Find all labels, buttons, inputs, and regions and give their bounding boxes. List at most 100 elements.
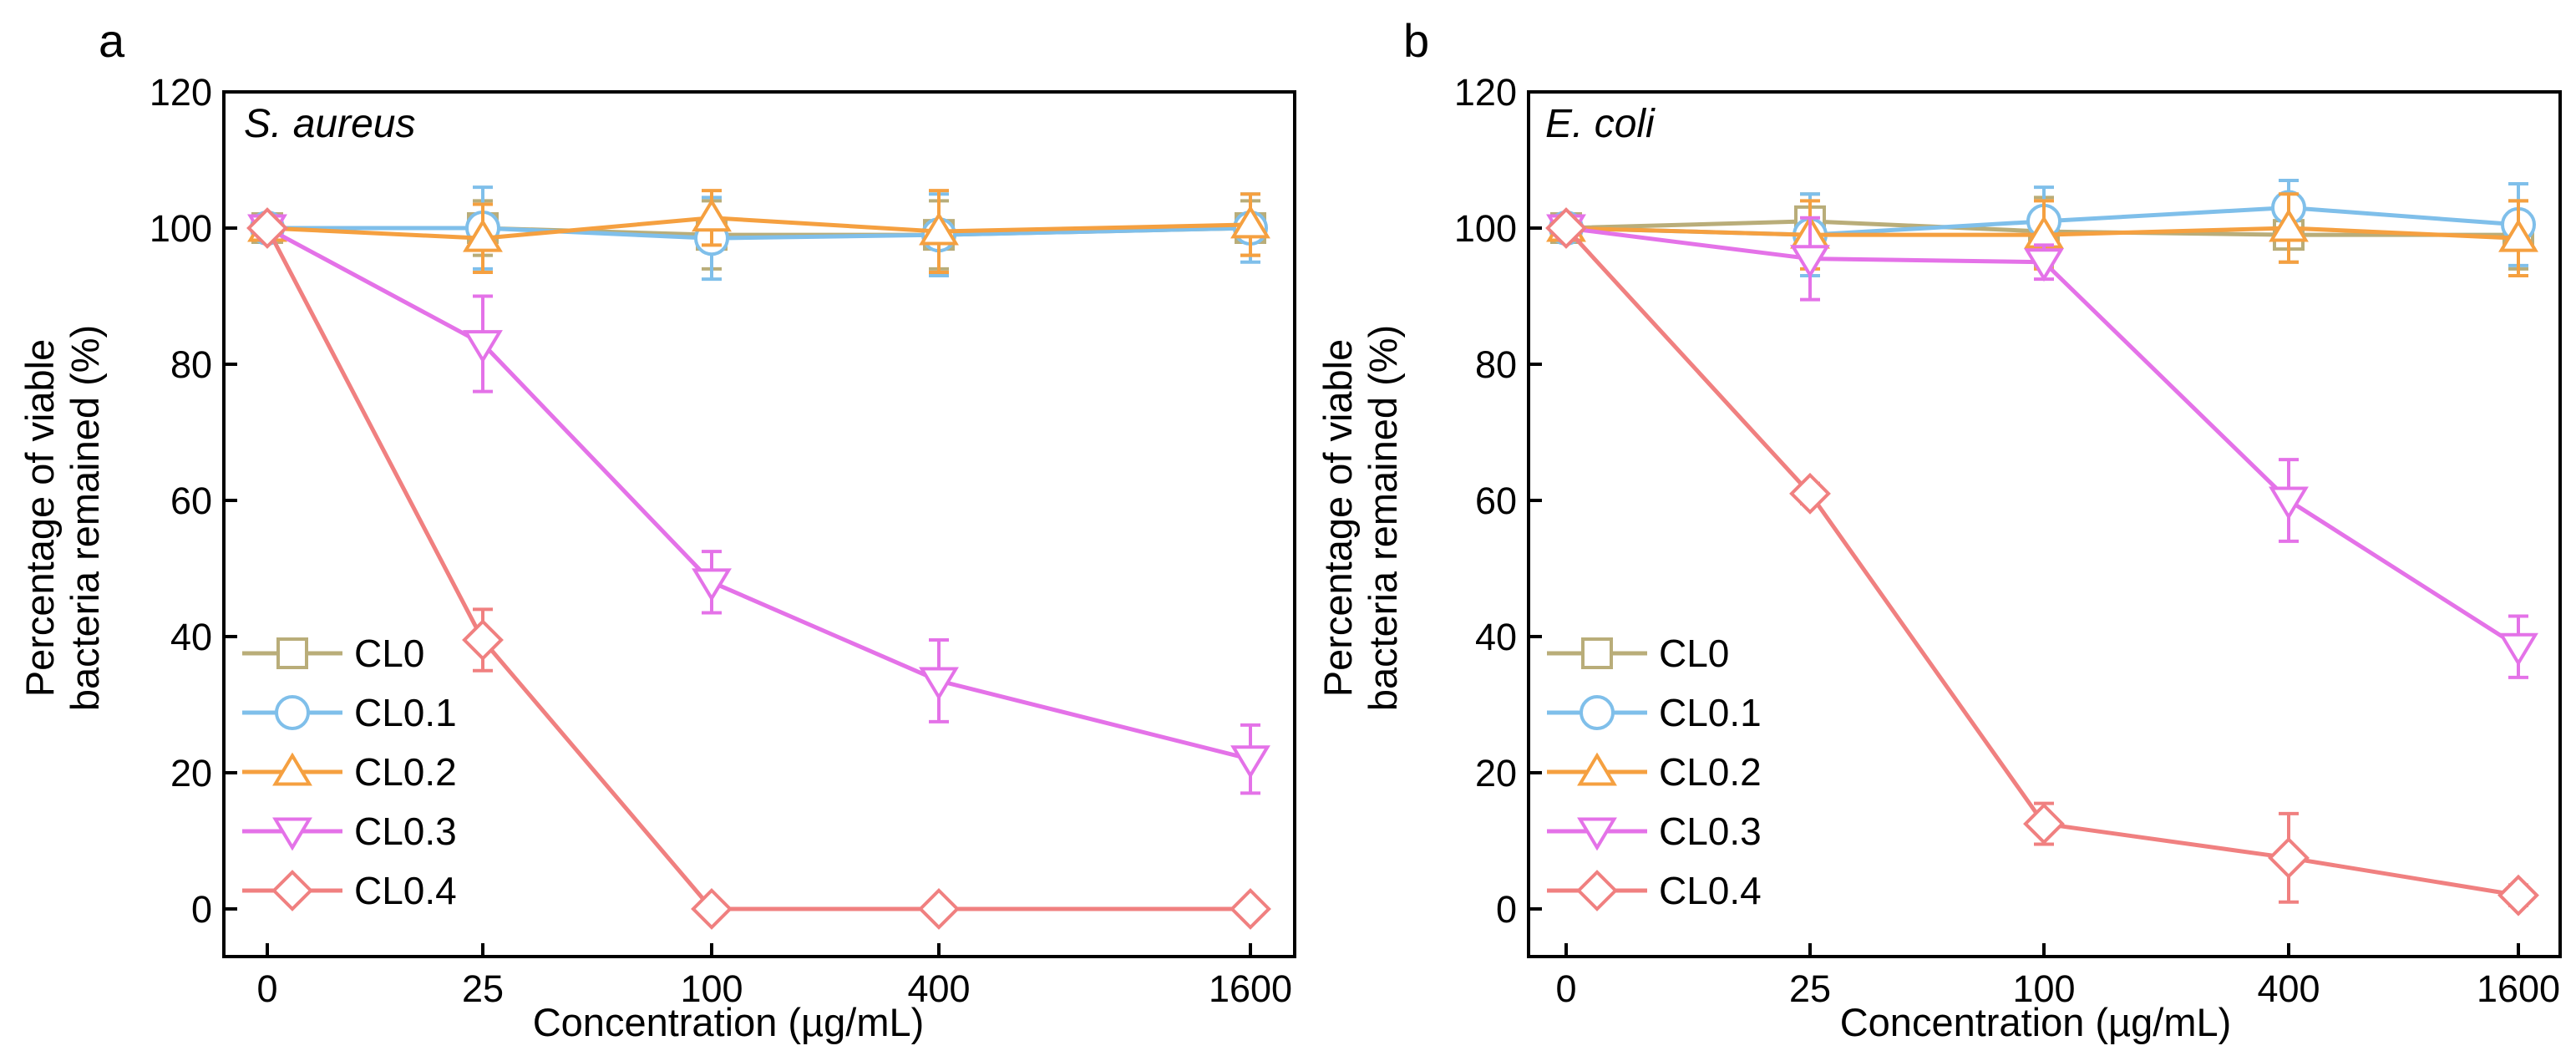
panel-b-ytick-label: 120 bbox=[1454, 71, 1517, 114]
panel-a-ylabel-line-1: Percentage of viable bbox=[18, 339, 62, 698]
panel-b-data-point bbox=[2497, 874, 2539, 916]
panel-b-xlabel: Concentration (µg/mL) bbox=[1840, 1000, 2232, 1044]
panel-b-xtick-label: 1600 bbox=[2477, 967, 2560, 1010]
panel-b-data-point bbox=[2498, 632, 2538, 667]
panel-b-data-point bbox=[2024, 248, 2064, 282]
panel-b-legend-label: CL0 bbox=[1659, 632, 1729, 675]
panel-a-data-point bbox=[691, 888, 733, 930]
panel-b-plot-area bbox=[1545, 178, 2539, 916]
panel-a-y-ticks: 0 20 40 60 80 100 120 bbox=[150, 71, 212, 931]
panel-a-data-point bbox=[918, 888, 960, 930]
panel-a-data-point bbox=[463, 330, 503, 363]
panel-b-series-CL0.3 bbox=[1546, 214, 2538, 679]
panel-a-data-point bbox=[1230, 745, 1270, 779]
panel-a-data-point bbox=[919, 667, 959, 701]
panel-a: a Percentage of viable bacteria remained… bbox=[18, 14, 1296, 1044]
panel-b-ytick-label: 0 bbox=[1496, 888, 1517, 931]
panel-b-legend: CL0 CL0.1 CL0.2 CL0.3 CL0.4 bbox=[1547, 632, 1762, 912]
panel-b-xtick-label: 100 bbox=[2012, 967, 2075, 1010]
panel-a-data-point bbox=[692, 198, 732, 232]
panel-a-axes-frame bbox=[222, 90, 1296, 958]
panel-b-xtick-label: 400 bbox=[2257, 967, 2320, 1010]
panel-a-legend-marker bbox=[272, 752, 312, 786]
panel-a-ylabel: Percentage of viable bacteria remained (… bbox=[18, 325, 107, 711]
panel-a-xtick-label: 100 bbox=[680, 967, 743, 1010]
panel-a-legend-label: CL0.4 bbox=[354, 869, 457, 912]
panel-b-ytick-label: 100 bbox=[1454, 207, 1517, 250]
panel-b-legend-label: CL0.3 bbox=[1659, 810, 1762, 853]
panel-a-plot-area bbox=[246, 185, 1271, 930]
panel-b-legend-label: CL0.4 bbox=[1659, 869, 1762, 912]
panel-a-data-point bbox=[692, 568, 732, 602]
panel-a-legend-label: CL0.1 bbox=[354, 691, 457, 734]
panel-a-xtick-label: 0 bbox=[256, 967, 277, 1010]
panel-a-xtick-label: 400 bbox=[907, 967, 970, 1010]
panel-b-data-point bbox=[2269, 486, 2309, 520]
panel-a-data-point bbox=[1230, 888, 1271, 930]
panel-b-data-point bbox=[2268, 836, 2310, 879]
panel-b-tick-marks bbox=[1529, 90, 2520, 957]
panel-b-ylabel: Percentage of viable bacteria remained (… bbox=[1316, 325, 1405, 711]
panel-a-tick-marks bbox=[224, 90, 1252, 957]
panel-a-ytick-label: 100 bbox=[150, 207, 212, 250]
panel-a-legend-label: CL0.3 bbox=[354, 810, 457, 853]
panel-b-data-point bbox=[1790, 245, 1830, 279]
panel-a-ytick-label: 80 bbox=[170, 343, 212, 386]
panel-a-legend-marker bbox=[271, 870, 313, 911]
panel-a-ytick-label: 20 bbox=[170, 752, 212, 794]
panel-a-series-line bbox=[265, 226, 1250, 911]
panel-b-ytick-label: 60 bbox=[1475, 480, 1517, 522]
panel-a-data-point bbox=[463, 218, 503, 252]
panel-b-legend-marker bbox=[1577, 752, 1617, 786]
panel-a-label: a bbox=[99, 14, 125, 67]
panel-b-legend-label: CL0.1 bbox=[1659, 691, 1762, 734]
panel-a-data-point bbox=[462, 619, 504, 661]
panel-a-series-line bbox=[266, 226, 1251, 762]
panel-b-title: E. coli bbox=[1545, 102, 1656, 146]
panel-b-xtick-label: 0 bbox=[1555, 967, 1576, 1010]
panel-a-ytick-label: 120 bbox=[150, 71, 212, 114]
panel-b-series-CL0.4 bbox=[1545, 207, 2539, 916]
panel-a-ytick-label: 0 bbox=[191, 888, 212, 931]
panel-a-legend-label: CL0 bbox=[354, 632, 424, 675]
panel-a-ytick-label: 60 bbox=[170, 480, 212, 522]
panel-a-data-point bbox=[1230, 205, 1270, 239]
panel-b-x-ticks: 0 25 100 400 1600 bbox=[1555, 967, 2560, 1010]
panel-a-legend: CL0 CL0.1 CL0.2 CL0.3 CL0.4 bbox=[242, 632, 457, 912]
panel-b-y-ticks: 0 20 40 60 80 100 120 bbox=[1454, 71, 1517, 931]
panel-a-legend-marker bbox=[272, 817, 312, 851]
panel-a-legend-label: CL0.2 bbox=[354, 750, 457, 794]
panel-b-data-point bbox=[1545, 207, 1587, 249]
panel-a-xtick-label: 1600 bbox=[1209, 967, 1292, 1010]
panel-b-legend-marker bbox=[1576, 870, 1618, 911]
panel-a-ylabel-line-2: bacteria remained (%) bbox=[63, 325, 107, 711]
panel-b-legend-label: CL0.2 bbox=[1659, 750, 1762, 794]
panel-b-data-point bbox=[2498, 218, 2538, 252]
panel-b: b Percentage of viable bacteria remained… bbox=[1316, 14, 2562, 1044]
panel-b-data-point bbox=[2269, 208, 2309, 242]
panel-b-ylabel-line-2: bacteria remained (%) bbox=[1361, 325, 1405, 711]
panel-b-ylabel-line-1: Percentage of viable bbox=[1316, 339, 1360, 698]
panel-a-ytick-label: 40 bbox=[170, 616, 212, 658]
panel-a-data-point bbox=[246, 207, 288, 249]
panel-b-ytick-label: 80 bbox=[1475, 343, 1517, 386]
panel-a-title: S. aureus bbox=[244, 102, 415, 146]
panel-b-legend-marker bbox=[1577, 817, 1617, 851]
panel-b-series-line bbox=[1564, 226, 2519, 898]
panel-a-xlabel: Concentration (µg/mL) bbox=[533, 1000, 925, 1044]
panel-b-series-line bbox=[1565, 226, 2520, 649]
panel-a-legend-marker bbox=[275, 695, 310, 730]
panel-a-series-CL0.4 bbox=[246, 207, 1271, 930]
panel-b-legend-marker bbox=[1580, 695, 1615, 730]
panel-b-data-point bbox=[1789, 472, 1831, 515]
panel-b-legend-marker bbox=[1581, 637, 1613, 669]
panel-a-x-ticks: 0 25 100 400 1600 bbox=[256, 967, 1292, 1010]
panel-a-legend-marker bbox=[276, 637, 308, 669]
panel-a-xtick-label: 25 bbox=[462, 967, 504, 1010]
panel-b-xtick-label: 25 bbox=[1789, 967, 1831, 1010]
panel-b-data-point bbox=[2023, 803, 2065, 845]
panel-b-ytick-label: 20 bbox=[1475, 752, 1517, 794]
panel-b-ytick-label: 40 bbox=[1475, 616, 1517, 658]
panel-a-data-point bbox=[919, 211, 959, 246]
